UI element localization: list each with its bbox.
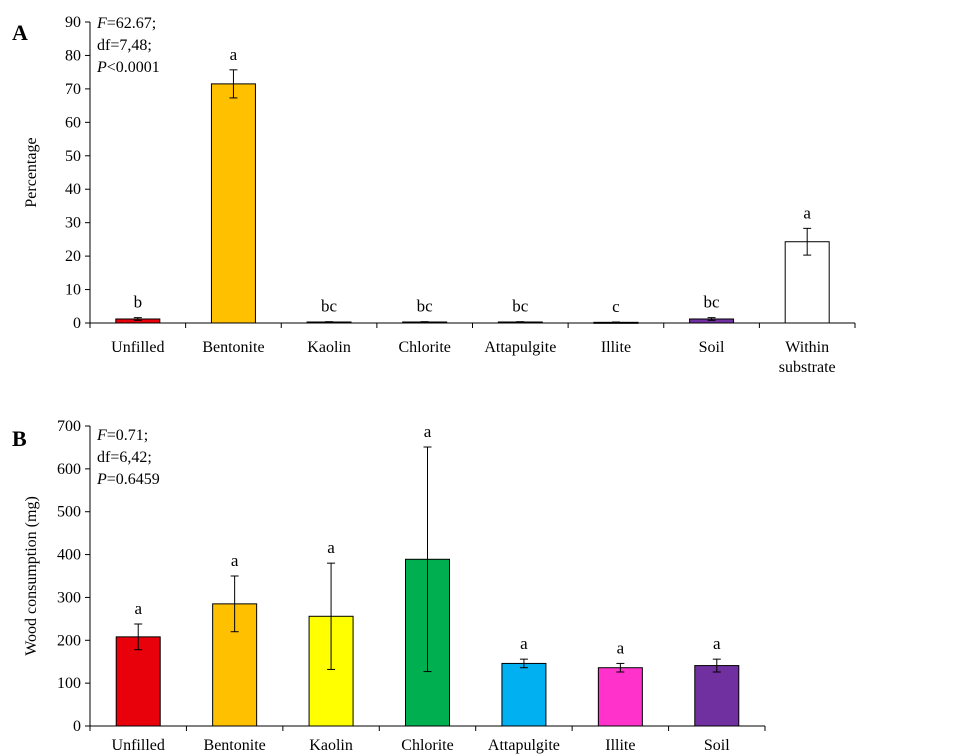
panel-a-letter: A — [12, 20, 28, 45]
panel-a-y-tick-label: 70 — [65, 81, 81, 98]
panel-b-y-tick-label: 700 — [57, 418, 81, 435]
panel-a-y-tick-label: 0 — [73, 315, 81, 332]
panel-a-significance-letter: bc — [704, 293, 721, 312]
panel-a-y-tick-label: 40 — [65, 181, 81, 198]
panel-b-significance-letter: a — [520, 634, 528, 653]
panel-a-category-label: Within — [785, 339, 829, 356]
panel-a-stat-value: <0.0001 — [107, 59, 160, 76]
panel-a-y-tick-label: 50 — [65, 148, 81, 165]
panel-a-y-tick-label: 30 — [65, 215, 81, 232]
panel-b-y-tick-label: 400 — [57, 547, 81, 564]
panel-a-category-label: Soil — [699, 339, 725, 356]
panel-a-stat-line: df=7,48; — [97, 37, 152, 54]
panel-a-y-tick-label: 20 — [65, 248, 81, 265]
panel-b-category-label: Bentonite — [204, 737, 266, 754]
panel-a-significance-letter: bc — [321, 297, 338, 316]
panel-b-y-tick-label: 100 — [57, 675, 81, 692]
panel-b-letter: B — [12, 426, 27, 451]
panel-b-y-tick-label: 0 — [73, 718, 81, 735]
panel-a-category-label: Unfilled — [111, 339, 164, 356]
panel-b-stat-line: df=6,42; — [97, 449, 152, 466]
panel-b-bar — [501, 662, 547, 727]
panel-b-y-axis-label: Wood consumption (mg) — [23, 496, 40, 656]
panel-b-y-tick-label: 500 — [57, 504, 81, 521]
panel-a-category-label: Attapulgite — [484, 339, 556, 356]
panel-b-y-tick-label: 200 — [57, 632, 81, 649]
panel-b-y-tick-label: 600 — [57, 461, 81, 478]
panel-a-y-tick-label: 90 — [65, 14, 81, 31]
panel-a-significance-letter: b — [134, 293, 143, 312]
panel-a-significance-letter: bc — [417, 297, 434, 316]
panel-b-stat-symbol: F — [96, 427, 107, 444]
panel-a-category-label: Illite — [601, 339, 631, 356]
panel-b-category-label: Attapulgite — [488, 737, 560, 754]
panel-b-category-label: Soil — [704, 737, 730, 754]
panel-a-category-label: Bentonite — [202, 339, 264, 356]
panel-b-bar — [694, 665, 740, 727]
panel-b-bar — [597, 667, 643, 727]
panel-a-stat-value: df=7,48; — [97, 37, 152, 54]
panel-b-category-label: Chlorite — [401, 737, 453, 754]
panel-a-bar — [210, 83, 256, 324]
panel-b-stat-value: df=6,42; — [97, 449, 152, 466]
panel-a-stat-line: F=62.67; — [96, 15, 156, 32]
panel-a-significance-letter: a — [803, 203, 811, 222]
panel-b-stat-value: =0.6459 — [107, 471, 160, 488]
panel-a-category-label: substrate — [779, 359, 836, 376]
panel-b-stat-value: =0.71; — [107, 427, 148, 444]
panel-b-significance-letter: a — [327, 538, 335, 557]
panel-b-significance-letter: a — [713, 634, 721, 653]
panel-b-category-label: Unfilled — [112, 737, 165, 754]
panel-b-significance-letter: a — [424, 422, 432, 441]
panel-a-stat-symbol: F — [96, 15, 107, 32]
panel-a-significance-letter: bc — [512, 297, 529, 316]
panel-b-significance-letter: a — [134, 599, 142, 618]
panel-a-bar — [784, 241, 830, 324]
panel-a-stat-value: =62.67; — [107, 15, 156, 32]
panel-a-stat-line: P<0.0001 — [96, 59, 160, 76]
panel-a-stat-symbol: P — [96, 59, 107, 76]
panel-b-stat-line: P=0.6459 — [96, 471, 160, 488]
panel-a-category-label: Chlorite — [398, 339, 450, 356]
panel-b-category-label: Illite — [605, 737, 635, 754]
panel-a-category-label: Kaolin — [307, 339, 351, 356]
panel-b-bar — [115, 636, 161, 727]
panel-b-stat-line: F=0.71; — [96, 427, 148, 444]
panel-a-y-axis-label: Percentage — [23, 137, 40, 207]
panel-b-y-tick-label: 300 — [57, 589, 81, 606]
panel-a-y-tick-label: 60 — [65, 114, 81, 131]
panel-a-significance-letter: c — [612, 297, 620, 316]
panel-b-significance-letter: a — [617, 638, 625, 657]
panel-b-significance-letter: a — [231, 551, 239, 570]
panel-b-stat-symbol: P — [96, 471, 107, 488]
panel-b-category-label: Kaolin — [309, 737, 353, 754]
panel-a-y-tick-label: 10 — [65, 282, 81, 299]
panel-a-significance-letter: a — [230, 45, 238, 64]
panel-a-y-tick-label: 80 — [65, 47, 81, 64]
